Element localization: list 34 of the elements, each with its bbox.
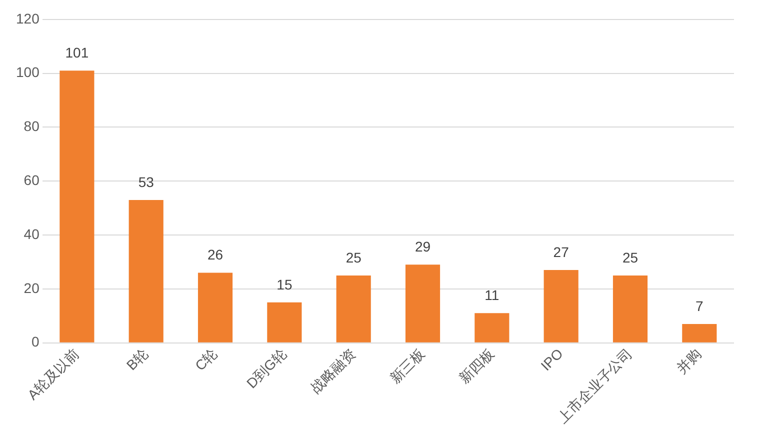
data-label: 15 xyxy=(276,276,292,292)
y-tick-label: 120 xyxy=(16,10,40,26)
bar xyxy=(612,275,648,342)
x-tick-label: 新三板 xyxy=(386,345,428,386)
x-tick-label: C轮 xyxy=(192,345,220,374)
data-label: 11 xyxy=(484,287,500,304)
bar xyxy=(405,264,440,342)
x-tick-label: 战略融资 xyxy=(308,345,358,396)
y-tick-label: 100 xyxy=(16,64,40,80)
x-tick-label: 并购 xyxy=(673,345,704,376)
bar xyxy=(474,313,510,342)
bar xyxy=(60,70,94,342)
data-label: 26 xyxy=(207,246,224,263)
y-tick-label: 20 xyxy=(24,280,40,296)
y-tick-label: 60 xyxy=(24,172,40,188)
data-label: 7 xyxy=(696,298,704,314)
bar xyxy=(336,275,371,342)
data-label: 27 xyxy=(553,244,570,260)
x-tick-label: IPO xyxy=(538,345,566,374)
bar xyxy=(128,200,164,342)
bar xyxy=(198,272,233,342)
data-label: 25 xyxy=(346,249,362,266)
y-tick-label: 80 xyxy=(24,118,40,134)
y-tick-label: 40 xyxy=(24,226,40,242)
data-label: 101 xyxy=(65,44,89,60)
bar xyxy=(267,302,302,342)
bar xyxy=(544,270,578,342)
x-tick-label: D到G轮 xyxy=(243,345,290,392)
data-label: 29 xyxy=(414,238,431,255)
x-tick-label: B轮 xyxy=(123,345,151,374)
x-tick-label: 新四板 xyxy=(456,345,497,386)
data-label: 53 xyxy=(138,174,154,190)
data-label: 25 xyxy=(622,249,638,266)
bar xyxy=(682,324,717,342)
